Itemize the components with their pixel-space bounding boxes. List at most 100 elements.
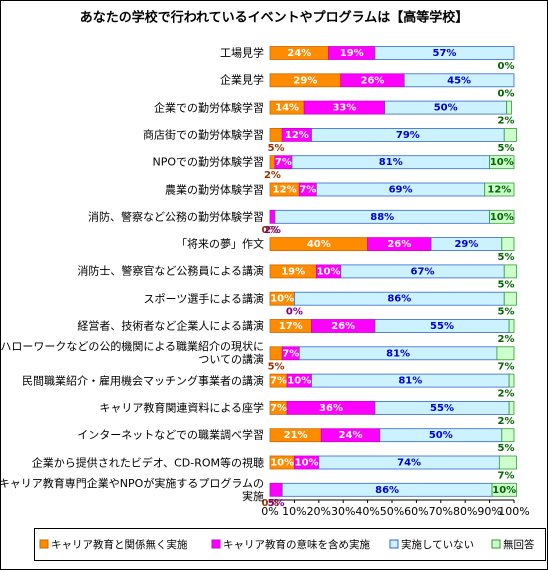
value-label: 5% — [498, 443, 515, 454]
value-label: 67% — [411, 266, 435, 277]
value-label: 10% — [490, 212, 514, 223]
bar-segment — [489, 155, 515, 170]
bar-segment — [508, 373, 515, 388]
legend-label: 無回答 — [503, 538, 535, 551]
bar-segment — [491, 482, 517, 497]
legend-swatch — [491, 539, 501, 549]
value-label: 10% — [490, 157, 514, 168]
x-tick-label: 10% — [282, 505, 306, 518]
value-label: 7% — [498, 471, 515, 482]
x-tick-label: 0% — [261, 505, 278, 518]
bar-segment — [503, 127, 517, 142]
x-tick-label: 60% — [404, 505, 428, 518]
value-label: 2% — [264, 225, 281, 236]
value-label: 12% — [273, 185, 297, 196]
value-label: 36% — [319, 403, 343, 414]
bar-segment — [498, 455, 517, 470]
value-label: 10% — [317, 266, 341, 277]
legend-swatch — [211, 539, 221, 549]
value-label: 26% — [387, 239, 411, 250]
value-label: 17% — [279, 321, 303, 332]
value-label: 0% — [262, 225, 279, 236]
value-label: 2% — [498, 116, 515, 127]
category-label: キャリア教育専門企業やNPOが実施するプログラムの実施 — [0, 476, 264, 503]
value-label: 0% — [498, 88, 515, 99]
chart-title: あなたの学校で行われているイベントやプログラムは【高等学校】 — [80, 10, 469, 26]
value-label: 10% — [492, 485, 516, 496]
x-tick-label: 30% — [331, 505, 355, 518]
bar-segment — [501, 428, 515, 443]
value-label: 55% — [430, 321, 454, 332]
value-label: 10% — [270, 294, 294, 305]
value-label: 7% — [498, 361, 515, 372]
x-tick-label: 50% — [380, 505, 404, 518]
value-label: 50% — [429, 430, 453, 441]
bar-segment — [269, 346, 283, 361]
bar-segment — [484, 182, 515, 197]
value-label: 55% — [430, 403, 454, 414]
category-label: 消防士、警察官など公務員による講演 — [77, 264, 264, 278]
category-label: インターネットなどでの職業調べ学習 — [77, 428, 264, 442]
value-label: 45% — [447, 75, 471, 86]
value-label: 2% — [498, 334, 515, 345]
bar-segment — [269, 209, 276, 224]
bar-segment — [503, 291, 517, 306]
value-label: 10% — [270, 458, 294, 469]
value-label: 21% — [284, 430, 308, 441]
category-label: 企業見学 — [220, 73, 264, 87]
x-tick-label: 80% — [453, 505, 477, 518]
value-label: 26% — [331, 321, 355, 332]
value-label: 33% — [332, 103, 356, 114]
value-label: 86% — [375, 485, 399, 496]
value-label: 50% — [434, 103, 458, 114]
legend-swatch — [39, 539, 49, 549]
value-label: 2% — [498, 389, 515, 400]
value-label: 5% — [268, 361, 285, 372]
value-label: 7% — [282, 348, 299, 359]
value-label: 10% — [295, 458, 319, 469]
value-label: 12% — [285, 130, 309, 141]
value-label: 26% — [361, 75, 385, 86]
value-label: 86% — [387, 294, 411, 305]
value-label: 5% — [498, 279, 515, 290]
bar-segment — [503, 264, 517, 279]
value-label: 19% — [281, 266, 305, 277]
bar-segment — [508, 400, 515, 415]
bar-segment — [403, 73, 515, 88]
value-label: 0% — [286, 307, 303, 318]
value-label: 7% — [299, 185, 316, 196]
value-label: 24% — [339, 430, 363, 441]
value-label: 7% — [270, 376, 287, 387]
bar-segment — [506, 100, 512, 115]
value-label: 2% — [498, 416, 515, 427]
value-label: 24% — [287, 48, 311, 59]
value-label: 0% — [262, 498, 279, 509]
value-label: 40% — [307, 239, 331, 250]
category-label: NPOでの勤労体験学習 — [152, 155, 264, 169]
bar-segment — [489, 209, 515, 224]
value-label: 2% — [264, 170, 281, 181]
value-label: 14% — [275, 103, 299, 114]
value-label: 81% — [379, 157, 403, 168]
bar-segment — [496, 346, 515, 361]
category-label: 消防、警察など公務の勤労体験学習 — [88, 210, 264, 224]
category-label: 商店街での勤労体験学習 — [143, 128, 264, 142]
category-label: 民間職業紹介・雇用機会マッチング事業者の講演 — [22, 374, 264, 388]
value-label: 81% — [398, 376, 422, 387]
value-label: 69% — [389, 185, 413, 196]
category-label: ハローワークなどの公的機関による職業紹介の現状についての講演 — [0, 340, 264, 367]
legend-swatch — [389, 539, 399, 549]
value-label: 0% — [498, 61, 515, 72]
value-label: 29% — [293, 75, 317, 86]
value-label: 10% — [287, 376, 311, 387]
bar-segment — [374, 46, 515, 60]
legend-label: 実施していない — [401, 538, 474, 551]
legend-label: キャリア教育の意味を含め実施 — [223, 538, 370, 551]
x-tick-label: 20% — [307, 505, 331, 518]
value-label: 7% — [275, 157, 292, 168]
value-label: 57% — [432, 48, 456, 59]
x-tick-label: 100% — [498, 505, 529, 518]
category-label: 「将来の夢」作文 — [176, 237, 264, 251]
